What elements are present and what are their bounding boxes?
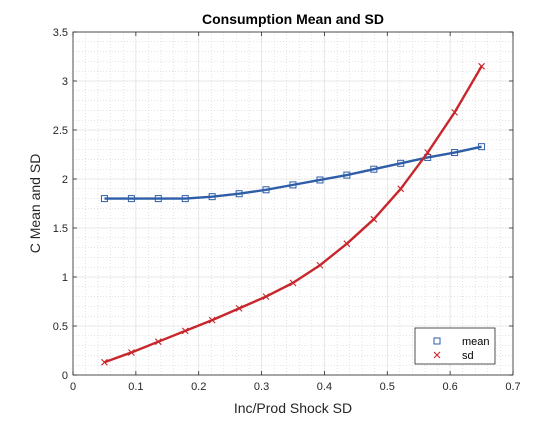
x-tick-label: 0.7 <box>505 381 520 393</box>
legend: mean sd <box>414 327 496 365</box>
plot-background <box>73 32 513 375</box>
data-point-sd <box>424 149 432 156</box>
legend-label-mean: mean <box>462 336 490 348</box>
series-line-mean <box>104 145 482 200</box>
data-point-sd-stroke-b <box>262 293 270 300</box>
data-point-sd-stroke-b <box>370 215 378 223</box>
data-point-sd <box>289 279 297 287</box>
x-tick-label: 0.2 <box>191 381 206 393</box>
data-point-sd-stroke-b <box>181 327 189 335</box>
data-point-sd-stroke-b <box>235 304 243 312</box>
chart-title: Consumption Mean and SD <box>202 11 384 27</box>
y-tick-label: 3.5 <box>53 27 68 39</box>
tick-labels: 0 0.1 0.2 0.3 0.4 0.5 0.6 0.7 0 0.5 1 1.5 2 2.5 3 3.5 <box>53 27 521 393</box>
data-point-mean <box>208 193 216 201</box>
series-sd <box>101 62 485 366</box>
data-point-sd-stroke-b <box>397 185 405 193</box>
data-point-sd <box>154 338 162 346</box>
data-point-mean <box>451 149 459 157</box>
data-point-sd <box>262 293 270 300</box>
data-point-sd <box>181 327 189 335</box>
data-point-sd <box>397 185 405 193</box>
y-tick-label: 3 <box>62 76 68 88</box>
y-tick-label: 2 <box>62 174 68 186</box>
data-point-mean <box>343 171 351 179</box>
data-point-mean <box>397 159 405 167</box>
data-point-sd <box>208 316 216 324</box>
data-point-sd-stroke-b <box>154 338 162 346</box>
data-point-sd-stroke-b <box>208 316 216 324</box>
data-point-mean <box>154 195 162 203</box>
data-point-mean <box>235 190 243 198</box>
y-tick-label: 0 <box>62 370 68 382</box>
legend-marker-mean <box>433 337 441 345</box>
legend-marker-sd <box>433 351 441 359</box>
data-point-mean <box>289 181 297 189</box>
data-point-sd-stroke-b <box>424 149 432 156</box>
data-point-sd <box>101 358 108 366</box>
data-point-sd <box>451 108 458 116</box>
data-point-sd <box>370 215 378 223</box>
legend-marker-sd-stroke-b <box>433 351 441 359</box>
data-point-sd <box>343 240 351 248</box>
data-point-mean <box>127 195 135 203</box>
x-tick-label: 0.3 <box>254 381 269 393</box>
plot-frame <box>72 31 514 376</box>
data-point-sd <box>316 261 324 269</box>
x-tick-label: 0.6 <box>442 381 457 393</box>
data-point-sd-stroke-b <box>128 349 135 356</box>
x-tick-label: 0.5 <box>380 381 395 393</box>
data-point-mean <box>181 195 189 203</box>
data-point-sd-stroke-b <box>451 108 458 116</box>
x-axis-label: Inc/Prod Shock SD <box>234 400 352 416</box>
y-tick-label: 1.5 <box>53 223 68 235</box>
data-point-sd-stroke-b <box>101 358 108 366</box>
data-point-sd-stroke-b <box>316 261 324 269</box>
series-mean <box>100 143 486 203</box>
data-point-mean <box>100 195 108 203</box>
data-point-sd-stroke-b <box>289 279 297 287</box>
x-tick-label: 0.4 <box>317 381 332 393</box>
series-layer <box>100 62 486 366</box>
ticks <box>72 31 514 376</box>
y-tick-label: 2.5 <box>53 125 68 137</box>
data-point-mean <box>370 165 378 173</box>
legend-box <box>414 327 496 365</box>
data-point-mean <box>316 176 324 184</box>
data-point-sd <box>235 304 243 312</box>
data-point-sd-stroke-b <box>343 240 351 248</box>
data-point-mean <box>478 143 486 151</box>
data-point-sd-stroke-b <box>478 62 485 70</box>
y-axis-label: C Mean and SD <box>27 154 43 254</box>
x-tick-label: 0 <box>70 381 76 393</box>
legend-entries: mean sd <box>433 336 490 362</box>
data-point-sd <box>128 349 135 356</box>
y-tick-label: 0.5 <box>53 321 68 333</box>
y-tick-label: 1 <box>62 272 68 284</box>
x-tick-label: 0.1 <box>128 381 143 393</box>
legend-label-sd: sd <box>462 350 474 362</box>
data-point-sd <box>478 62 485 70</box>
data-point-mean <box>262 186 270 194</box>
